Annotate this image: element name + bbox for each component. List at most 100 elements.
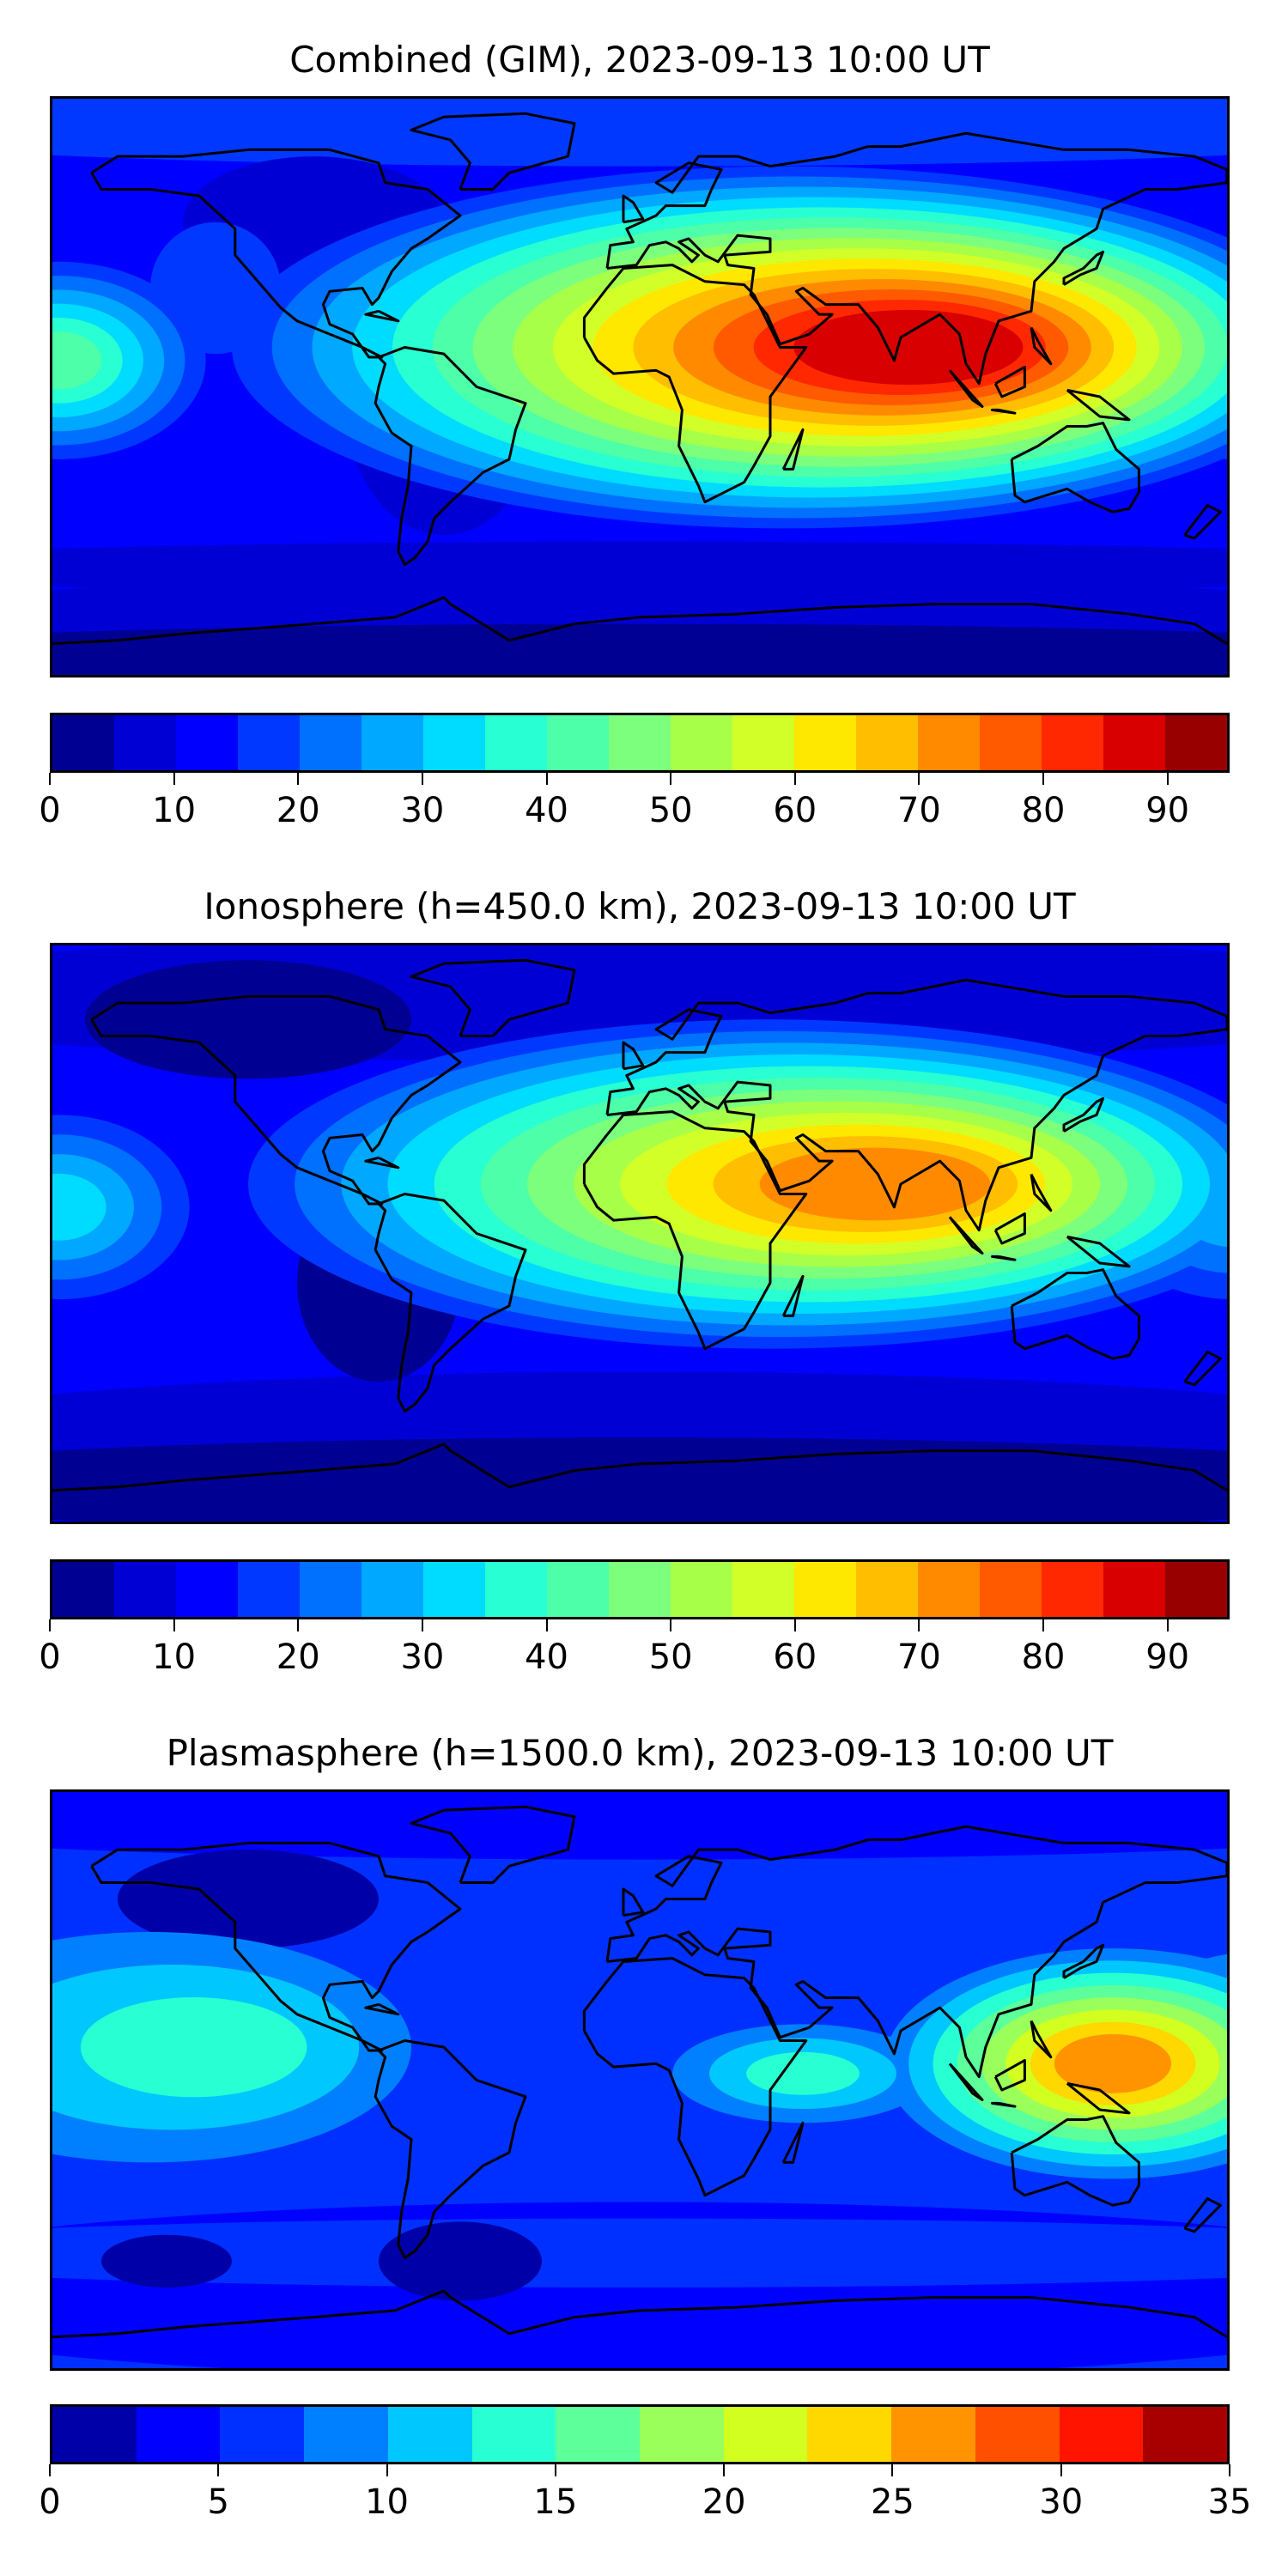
colorbar-bin-15 (980, 715, 1042, 770)
tick-mark (670, 773, 672, 785)
tick-mark (1166, 773, 1169, 785)
colorbar-bin-17 (1103, 1562, 1165, 1617)
tick-mark (793, 773, 796, 785)
tick-label: 50 (648, 791, 693, 830)
tick-mark (49, 773, 51, 785)
tick-label: 90 (1145, 1637, 1190, 1677)
coastline (52, 2291, 1227, 2337)
colorbar-bin-0 (52, 1562, 114, 1617)
colorbar-bin-9 (609, 1562, 671, 1617)
tick-label: 50 (648, 1637, 693, 1677)
colorbar-bin-13 (856, 1562, 918, 1617)
coastline (375, 1194, 526, 1411)
map-plot (50, 1789, 1230, 2371)
tick-mark (1166, 1619, 1169, 1631)
colorbar-bin-13 (856, 715, 918, 770)
colorbar-bin-10 (671, 1562, 732, 1617)
coastline (995, 2060, 1024, 2090)
coastline (92, 996, 460, 1204)
colorbar-bin-2 (176, 715, 238, 770)
colorbar-bin-4 (300, 715, 361, 770)
coastline (623, 1042, 643, 1069)
tick-label: 70 (896, 1637, 941, 1677)
tick-label: 40 (525, 1637, 568, 1677)
colorbar-bin-2 (176, 1562, 238, 1617)
contour-level-2 (52, 2218, 1227, 2288)
colorbar-bin-4 (300, 1562, 361, 1617)
chart-title: Combined (GIM), 2023-09-13 10:00 UT (289, 39, 990, 81)
tick-label: 80 (1021, 791, 1066, 830)
tick-label: 20 (276, 791, 320, 830)
coastline (1185, 2199, 1221, 2232)
tick-label: 30 (400, 791, 445, 830)
coastline (623, 196, 643, 222)
colorbar-bin-14 (918, 1562, 980, 1617)
coastline (783, 2123, 803, 2162)
colorbar-bin-1 (136, 2407, 221, 2462)
contour-level-10 (1054, 2033, 1172, 2093)
colorbar (50, 1559, 1230, 1619)
contour-level-3 (52, 99, 1227, 167)
colorbar-bin-1 (114, 715, 176, 770)
tick-mark (1229, 2464, 1230, 2476)
colorbar (50, 713, 1230, 773)
coastline (1031, 1174, 1051, 1210)
map-plot (50, 96, 1230, 677)
coastline (607, 980, 1227, 1230)
coastline (783, 1276, 803, 1315)
tick-mark (545, 1619, 548, 1631)
colorbar-bin-5 (361, 715, 423, 770)
colorbar (50, 2404, 1230, 2464)
coastline (366, 311, 398, 321)
contour-level-17 (793, 309, 1024, 386)
colorbar-ticks: 0 10 20 30 40 50 60 70 80 90 (39, 773, 1230, 841)
coastline (411, 113, 574, 189)
coastline (584, 1959, 805, 2196)
tick-label: 30 (1039, 2482, 1084, 2522)
colorbar-bin-18 (1165, 715, 1227, 770)
chart-title: Plasmasphere (h=1500.0 km), 2023-09-13 1… (166, 1732, 1114, 1774)
tick-mark (297, 1619, 300, 1631)
tick-mark (217, 2464, 220, 2476)
contour-map (52, 945, 1227, 1522)
coastline (366, 2004, 398, 2014)
coastline (992, 1256, 1015, 1260)
colorbar-bin-17 (1103, 715, 1165, 770)
contour-map (52, 99, 1227, 675)
colorbar-bin-11 (975, 2407, 1060, 2462)
coastline (607, 133, 1227, 383)
colorbar-ticks: 0 10 20 30 40 50 60 70 80 90 (39, 1619, 1230, 1688)
colorbar-bin-10 (891, 2407, 975, 2462)
tick-mark (297, 773, 300, 785)
coastline (1064, 1945, 1103, 1978)
contour-level-0 (118, 1850, 379, 1949)
colorbar-bin-6 (556, 2407, 641, 2462)
colorbar-bin-7 (485, 1562, 547, 1617)
coastline (783, 429, 803, 469)
tick-label: 0 (39, 791, 61, 830)
colorbar-bin-8 (547, 715, 609, 770)
tick-mark (421, 773, 423, 785)
tick-label: 0 (39, 1637, 61, 1677)
contour-level-1 (52, 1792, 1227, 1860)
coastline (950, 2063, 982, 2099)
colorbar-bin-7 (640, 2407, 724, 2462)
contour-level-3 (150, 222, 281, 355)
coastline (1185, 506, 1221, 538)
colorbar-bin-14 (918, 715, 980, 770)
contour-level-0 (52, 1437, 1227, 1522)
tick-label: 60 (773, 1637, 817, 1677)
coastline (1067, 2083, 1129, 2113)
contour-level-0 (101, 2234, 232, 2288)
tick-label: 20 (276, 1637, 320, 1677)
coastline (52, 598, 1227, 644)
coastline (411, 1807, 574, 1882)
tick-mark (173, 1619, 175, 1631)
tick-mark (49, 2464, 51, 2476)
tick-mark (793, 1619, 796, 1631)
colorbar-bin-9 (609, 715, 671, 770)
tick-label: 15 (533, 2482, 578, 2522)
tick-label: 40 (525, 791, 568, 830)
coastline (375, 347, 526, 564)
contour-level-5 (80, 1997, 307, 2098)
